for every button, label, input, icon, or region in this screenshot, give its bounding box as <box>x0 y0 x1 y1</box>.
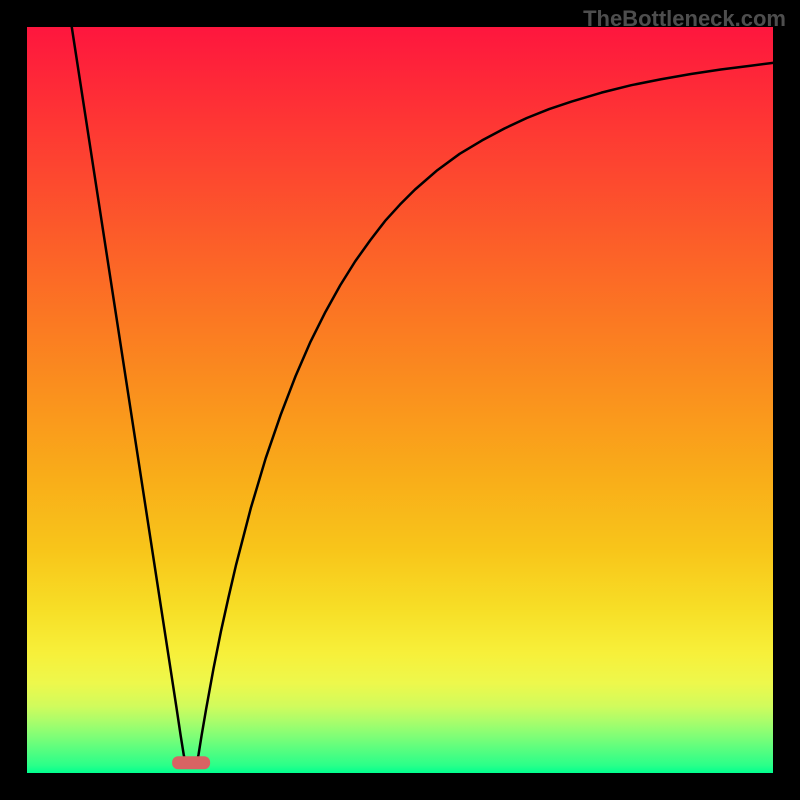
bottleneck-curve-overlay <box>27 27 773 773</box>
bottleneck-curve-line <box>72 27 773 765</box>
watermark-text: TheBottleneck.com <box>583 6 786 32</box>
optimal-range-marker <box>172 756 210 769</box>
plot-area <box>27 27 773 773</box>
chart-container: TheBottleneck.com <box>0 0 800 800</box>
